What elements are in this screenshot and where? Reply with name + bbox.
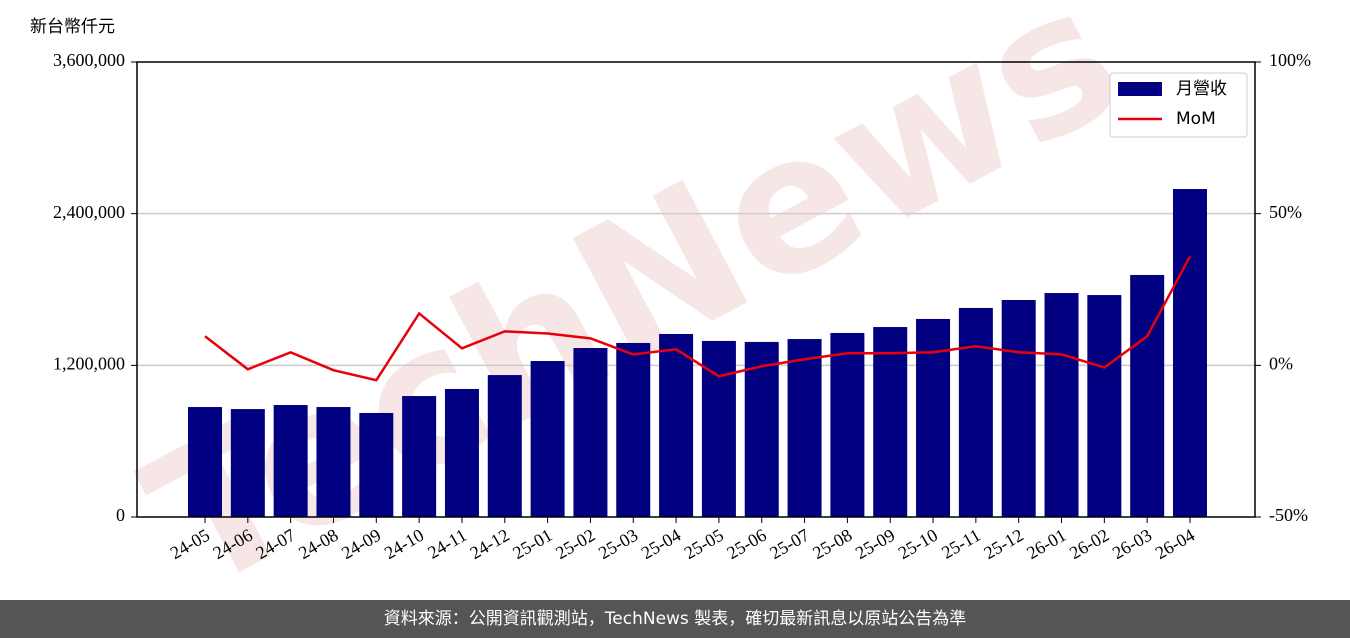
bar: [188, 407, 222, 517]
legend-swatch: [1118, 82, 1162, 96]
y2-tick-label: 0%: [1269, 353, 1293, 373]
bar: [273, 405, 308, 517]
footer: 資料來源：公開資訊觀測站，TechNews 製表，確切最新訊息以原站公告為準: [384, 609, 966, 629]
bar: [1044, 293, 1079, 517]
y-tick-label: 1,200,000: [53, 353, 125, 373]
x-tick-label: 25-07: [766, 525, 812, 563]
bar: [787, 339, 822, 517]
bar: [830, 332, 865, 517]
x-tick-label: 25-03: [595, 525, 641, 563]
x-tick-label: 24-11: [424, 525, 470, 563]
bar: [1173, 189, 1207, 518]
line: [204, 255, 1192, 382]
bar: [1001, 299, 1036, 517]
x-tick-label: 25-06: [723, 525, 769, 563]
bar: [402, 396, 437, 517]
bar: [487, 375, 522, 517]
y-tick-label: 3,600,000: [53, 50, 125, 70]
bar: [659, 333, 694, 517]
bar: [316, 407, 351, 517]
bar: [744, 341, 779, 517]
y-unit-label: 新台幣仟元: [30, 17, 115, 37]
x-tick-label: 26-01: [1023, 525, 1069, 563]
x-tick-label: 26-02: [1066, 525, 1112, 563]
legend-label: 月營收: [1176, 79, 1227, 99]
bar: [873, 327, 908, 517]
bar: [359, 412, 394, 517]
bar: [573, 348, 608, 517]
y-tick-label: 0: [116, 505, 125, 525]
y2-tick-label: 50%: [1269, 202, 1302, 222]
bar: [916, 318, 951, 517]
x-tick-label: 25-05: [681, 525, 727, 563]
bar: [1087, 295, 1122, 517]
bar: [958, 307, 993, 517]
x-tick-label: 25-02: [552, 525, 598, 563]
x-tick-label: 26-04: [1152, 525, 1198, 563]
plot-frame: [136, 61, 1256, 518]
footer-bar: [0, 600, 1350, 638]
x-tick-label: 24-12: [466, 525, 512, 563]
x-tick-label: 26-03: [1109, 525, 1155, 563]
y2-tick-label: -50%: [1269, 505, 1308, 525]
x-tick-label: 25-11: [938, 525, 984, 563]
bar: [1130, 274, 1165, 517]
x-tick-label: 25-10: [895, 525, 941, 563]
x-tick-label: 25-04: [638, 525, 684, 563]
y2-tick-label: 100%: [1269, 50, 1311, 70]
bar: [530, 361, 565, 517]
legend-label: MoM: [1176, 109, 1216, 129]
x-tick-label: 25-08: [809, 525, 855, 563]
x-tick-label: 25-09: [852, 525, 898, 563]
x-tick-label: 25-01: [509, 525, 555, 563]
x-tick-label: 25-12: [980, 525, 1026, 563]
y-tick-label: 2,400,000: [53, 202, 125, 222]
bar: [230, 409, 265, 517]
bar: [444, 388, 479, 517]
bar: [616, 342, 651, 517]
